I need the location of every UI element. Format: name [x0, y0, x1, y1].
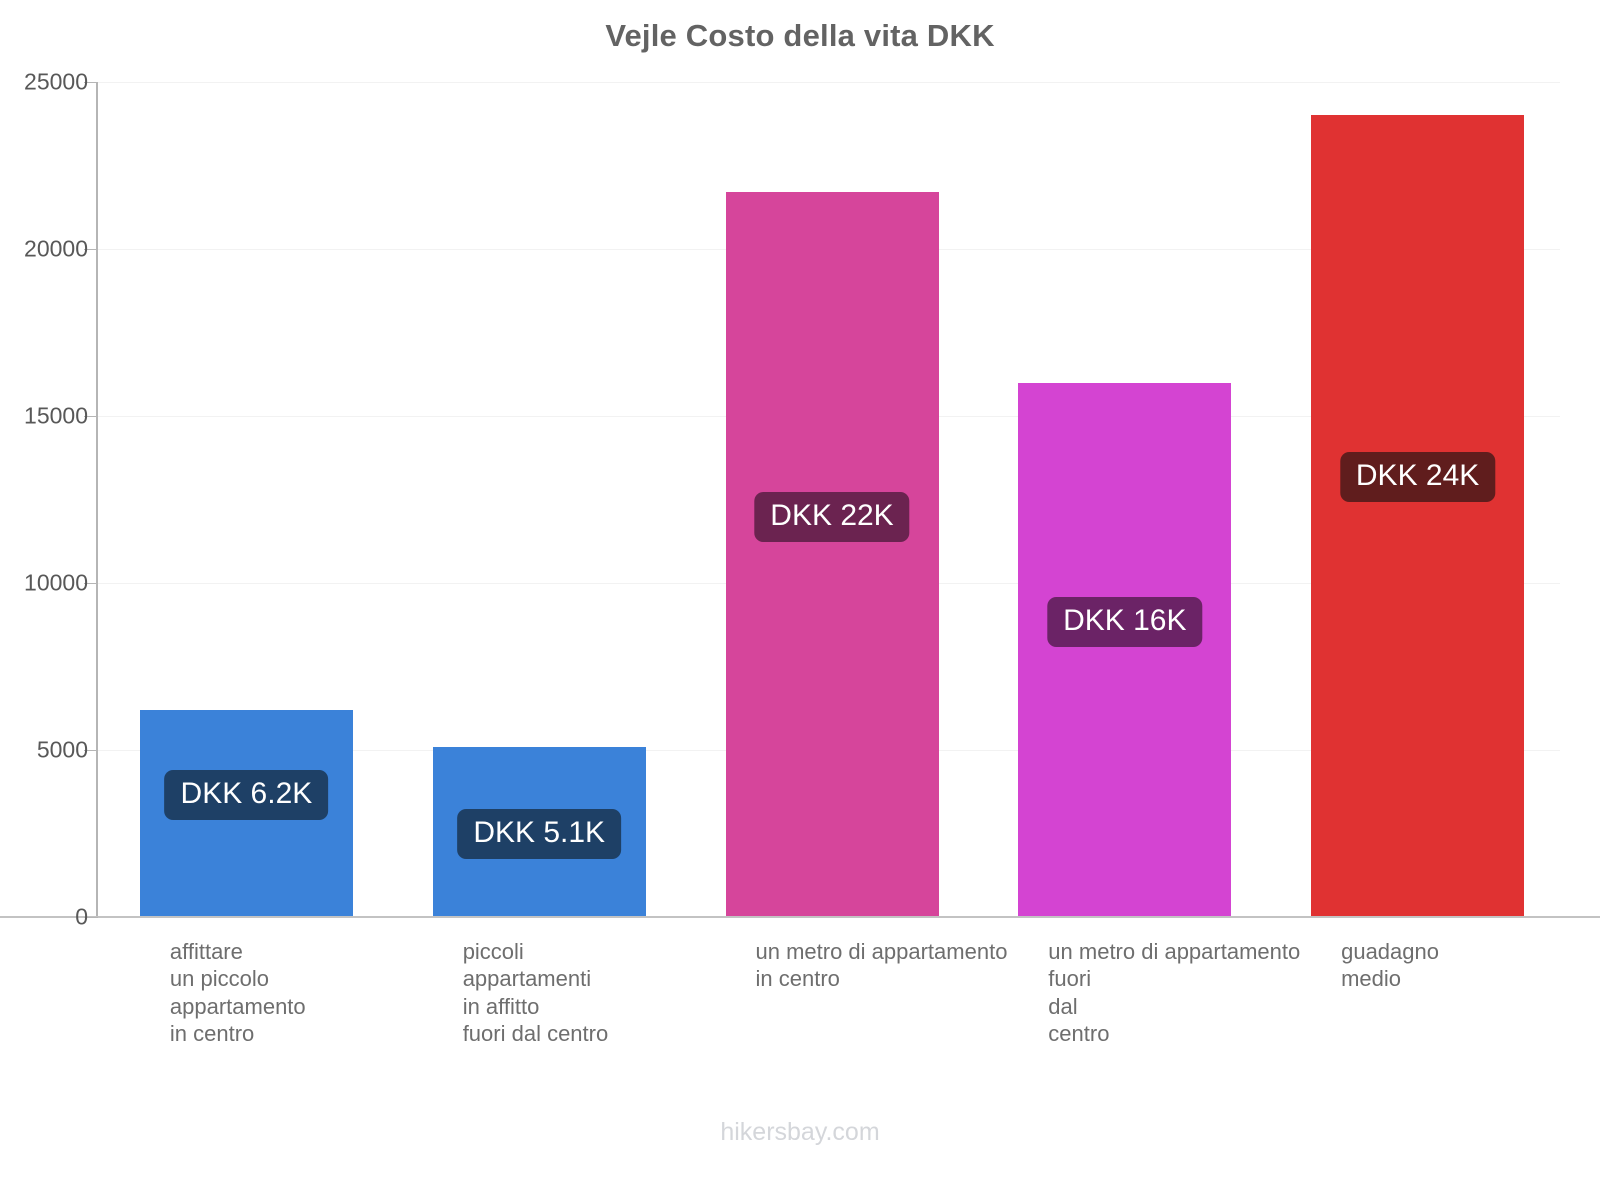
y-axis-tick-label: 10000: [24, 569, 88, 596]
x-axis-tick-label: piccoli appartamenti in affitto fuori da…: [462, 939, 609, 1046]
bar-group[interactable]: DKK 24K: [1311, 82, 1525, 917]
gridline: [96, 82, 1560, 83]
y-axis-tick-label: 0: [75, 903, 88, 930]
y-axis-tick-label: 5000: [36, 736, 88, 763]
bar[interactable]: [1311, 115, 1525, 917]
y-tick-mark: [84, 583, 98, 584]
x-axis-tick-label: guadagno medio: [1341, 939, 1439, 992]
chart-title: Vejle Costo della vita DKK: [605, 18, 995, 53]
x-axis-tick-label: un metro di appartamento fuori dal centr…: [1048, 939, 1301, 1046]
bar-value-label: DKK 24K: [1339, 452, 1496, 503]
x-axis-line: [0, 916, 1600, 918]
y-axis-line: [96, 82, 98, 918]
y-tick-mark: [84, 249, 98, 250]
footer-watermark: hikersbay.com: [720, 1118, 880, 1146]
bar-group[interactable]: DKK 22K: [725, 82, 939, 917]
bar-value-label: DKK 16K: [1047, 596, 1203, 647]
y-axis-tick-label: 25000: [24, 68, 88, 95]
bar-value-label: DKK 5.1K: [457, 808, 622, 859]
x-axis-tick-label: un metro di appartamento in centro: [755, 939, 1008, 992]
y-axis-tick-label: 15000: [24, 402, 88, 429]
y-tick-mark: [84, 917, 98, 918]
bar-group[interactable]: DKK 5.1K: [432, 82, 646, 917]
y-tick-mark: [84, 416, 98, 417]
bar-group[interactable]: DKK 16K: [1018, 82, 1232, 917]
bar[interactable]: [1018, 382, 1232, 917]
y-tick-mark: [84, 82, 98, 83]
bar-value-label: DKK 22K: [754, 492, 910, 543]
bar-group[interactable]: DKK 6.2K: [139, 82, 353, 917]
bar[interactable]: [725, 192, 939, 917]
y-tick-mark: [84, 750, 98, 751]
y-axis-tick-label: 20000: [24, 235, 88, 262]
plot-area: DKK 6.2K DKK 5.1K DKK 22K DKK 16K DKK 24K: [96, 82, 1560, 918]
bar-value-label: DKK 6.2K: [164, 769, 329, 820]
x-axis-tick-label: affittare un piccolo appartamento in cen…: [169, 939, 306, 1046]
